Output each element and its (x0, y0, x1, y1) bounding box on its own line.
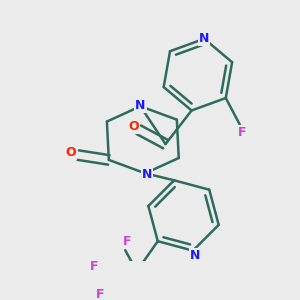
Text: N: N (190, 249, 200, 262)
Text: N: N (199, 32, 209, 45)
Text: F: F (90, 260, 99, 273)
Text: F: F (96, 288, 105, 300)
Text: N: N (135, 99, 146, 112)
Text: O: O (129, 120, 139, 133)
Text: F: F (123, 235, 131, 248)
Text: O: O (65, 146, 76, 159)
Text: F: F (237, 126, 246, 139)
Text: N: N (142, 168, 152, 181)
